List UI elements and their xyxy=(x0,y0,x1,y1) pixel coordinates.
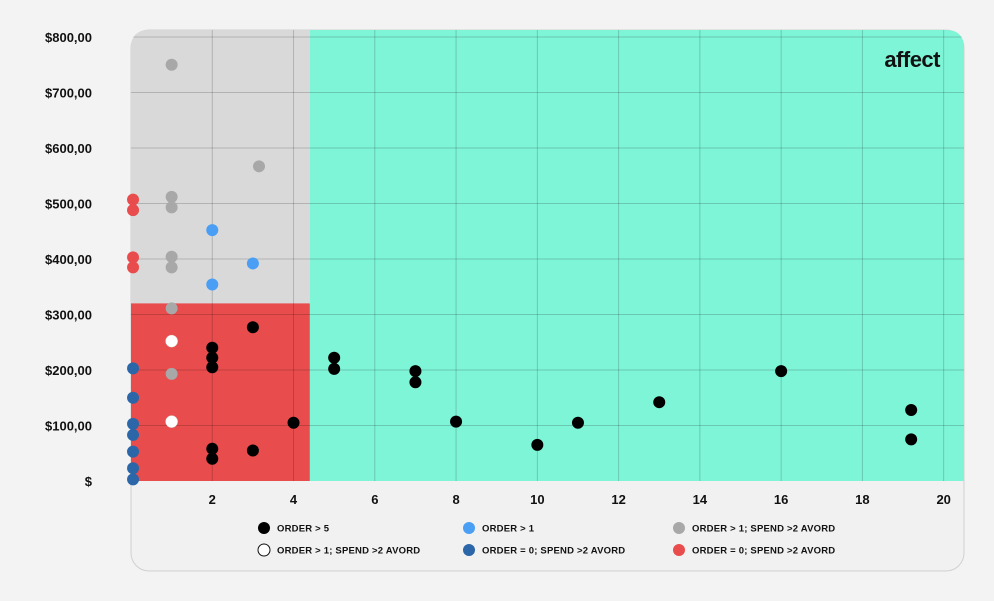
affect-logo: affect xyxy=(884,47,941,72)
legend-marker xyxy=(673,544,685,556)
data-point-series-4 xyxy=(127,445,140,458)
x-tick-label: 2 xyxy=(209,492,216,507)
x-tick-label: 8 xyxy=(452,492,459,507)
data-point-series-0 xyxy=(328,351,341,364)
data-point-series-5 xyxy=(127,251,140,264)
data-point-series-0 xyxy=(571,416,584,429)
data-point-series-2 xyxy=(165,261,178,274)
plot-region-1 xyxy=(309,30,964,481)
y-tick-label: $300,00 xyxy=(45,308,92,323)
y-tick-label: $ xyxy=(85,474,93,489)
data-point-series-3 xyxy=(165,415,178,428)
plot-regions xyxy=(131,30,964,481)
data-point-series-5 xyxy=(127,204,140,217)
data-point-series-2 xyxy=(252,160,265,173)
data-point-series-0 xyxy=(905,403,918,416)
data-point-series-0 xyxy=(409,365,422,378)
data-point-series-0 xyxy=(246,444,259,457)
data-point-series-5 xyxy=(127,193,140,206)
y-axis-ticks: $ $100,00 $200,00 $300,00 $400,00 $500,00 $600… xyxy=(45,30,93,489)
data-point-series-4 xyxy=(127,391,140,404)
data-point-series-0 xyxy=(206,452,219,465)
legend-marker xyxy=(463,522,475,534)
data-point-series-2 xyxy=(165,58,178,71)
x-tick-label: 12 xyxy=(611,492,625,507)
plot-region-2 xyxy=(131,303,310,481)
data-point-series-1 xyxy=(246,257,259,270)
data-point-series-4 xyxy=(127,428,140,441)
data-point-series-1 xyxy=(206,278,219,291)
legend-marker xyxy=(463,544,475,556)
data-point-series-2 xyxy=(165,302,178,315)
data-point-series-0 xyxy=(206,351,219,364)
y-tick-label: $400,00 xyxy=(45,252,92,267)
y-tick-label: $500,00 xyxy=(45,197,92,212)
x-tick-label: 18 xyxy=(855,492,869,507)
legend-marker xyxy=(258,522,270,534)
data-point-series-2 xyxy=(165,250,178,263)
data-point-series-0 xyxy=(450,415,463,428)
legend-label: ORDER > 1 xyxy=(482,524,535,535)
data-point-series-2 xyxy=(165,201,178,214)
data-point-series-4 xyxy=(127,462,140,475)
data-point-series-0 xyxy=(328,362,341,375)
legend-label: ORDER > 5 xyxy=(277,524,330,535)
data-point-series-2 xyxy=(165,367,178,380)
data-point-series-0 xyxy=(206,341,219,354)
legend-label: ORDER = 0; SPEND >2 AVORD xyxy=(692,546,835,557)
gridlines xyxy=(131,30,964,481)
data-point-series-0 xyxy=(206,442,219,455)
data-point-series-4 xyxy=(127,473,140,486)
y-tick-label: $100,00 xyxy=(45,419,92,434)
x-tick-label: 10 xyxy=(530,492,544,507)
data-point-series-4 xyxy=(127,362,140,375)
data-point-series-0 xyxy=(531,438,544,451)
legend-marker xyxy=(257,543,271,557)
data-point-series-4 xyxy=(127,417,140,430)
x-tick-label: 16 xyxy=(774,492,788,507)
data-point-series-0 xyxy=(287,416,300,429)
y-tick-label: $700,00 xyxy=(45,86,92,101)
legend-label: ORDER = 0; SPEND >2 AVORD xyxy=(482,546,625,557)
y-tick-label: $200,00 xyxy=(45,363,92,378)
data-points xyxy=(127,58,918,486)
data-point-series-2 xyxy=(165,190,178,203)
legend-label: ORDER > 1; SPEND >2 AVORD xyxy=(692,524,835,535)
data-point-series-1 xyxy=(206,224,219,237)
data-point-series-0 xyxy=(246,321,259,334)
x-tick-label: 14 xyxy=(693,492,708,507)
y-tick-label: $600,00 xyxy=(45,141,92,156)
data-point-series-0 xyxy=(775,365,788,378)
x-tick-label: 20 xyxy=(936,492,950,507)
data-point-series-3 xyxy=(165,334,178,348)
data-point-series-5 xyxy=(127,261,140,274)
data-point-series-0 xyxy=(409,376,422,389)
legend: ORDER > 5 ORDER > 1 ORDER > 1; SPEND >2 AV… xyxy=(257,522,835,557)
data-point-series-0 xyxy=(905,433,918,446)
y-tick-label: $800,00 xyxy=(45,30,92,45)
x-tick-label: 4 xyxy=(290,492,298,507)
data-point-series-0 xyxy=(206,361,219,374)
x-tick-label: 6 xyxy=(371,492,378,507)
legend-label: ORDER > 1; SPEND >2 AVORD xyxy=(277,546,420,557)
x-axis-ticks: 2 4 6 8 10 12 14 16 18 20 xyxy=(209,492,951,507)
data-point-series-0 xyxy=(653,396,666,409)
legend-marker xyxy=(673,522,685,534)
